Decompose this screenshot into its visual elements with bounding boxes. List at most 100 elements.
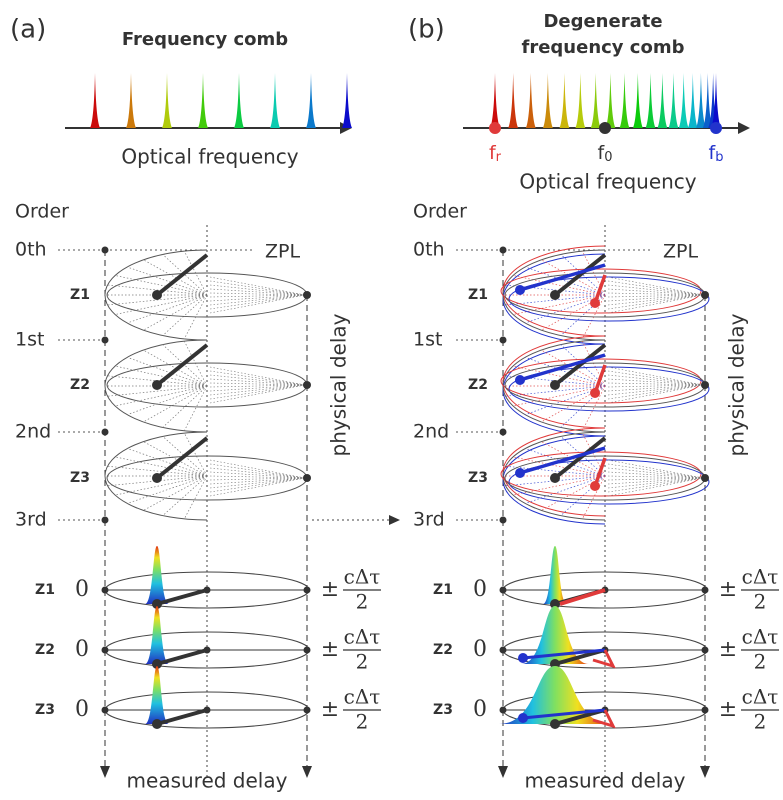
helix-ray [143,441,208,477]
comb-line [645,73,656,128]
order-dot [499,516,507,524]
delay-peak [145,606,169,664]
plane-label: Z3 [433,702,453,718]
projection-arrow [700,766,710,778]
zpl-label: ZPL [265,241,300,263]
zero-label: 0 [75,637,89,662]
fan-ray [209,384,306,392]
helix-ray [115,275,208,296]
phase-vector [156,588,208,606]
helix-ray [560,294,606,336]
helix-ray [505,465,606,477]
helix-ray [143,475,208,511]
comb-line [702,73,713,128]
marker-label: f0 [598,142,613,165]
helix-ray [513,294,606,315]
plus-minus: ± [321,637,339,662]
phase-vector [156,648,208,666]
frequency-marker [489,122,501,134]
helix-ray [183,475,208,520]
helix-ray [541,475,606,511]
order-dot [499,428,507,436]
measure-dot [499,706,507,714]
plane-label: Z2 [35,642,55,658]
marker-label: fb [709,142,724,165]
helix-ray [127,448,208,477]
vector-dot [515,375,525,385]
order-dot [101,246,109,254]
order-tick-label: 1st [413,329,442,351]
frequency-marker [599,122,611,134]
zpl-label: ZPL [663,241,698,263]
plane-label: Z3 [35,702,55,718]
fan-ray [607,384,704,392]
order-dot [101,428,109,436]
axis-label: Optical frequency [121,145,298,169]
phase-vector [554,708,606,726]
fan-ray [209,378,306,386]
helix-ray [541,259,606,296]
order-tick-label: 0th [413,239,445,261]
phase-vector [156,708,208,726]
fan-ray [209,477,306,497]
helix-ray [183,432,208,477]
plane-label: Z3 [70,470,90,486]
comb-line [657,73,668,128]
fraction-numerator: cΔτ [344,565,381,589]
comb-line [605,73,616,128]
axis-arrow [738,122,750,134]
comb-line [695,73,706,128]
fan-ray [209,294,306,302]
comb-line [542,73,553,128]
marker-base: f [709,142,717,164]
plane-label: Z3 [468,470,488,486]
vector-dot [590,388,600,398]
plus-minus: ± [719,637,737,662]
panel-title: Degenerate [543,11,662,32]
helix-ray [107,385,208,397]
order-label: Order [15,201,69,223]
phase-vector [592,709,616,729]
plane-label: Z2 [433,642,453,658]
fan-ray [209,276,306,296]
vector-dot [303,381,311,389]
comb-line [619,73,630,128]
helix-ray [107,284,208,296]
measure-dot [303,586,311,594]
delay-peak [145,666,169,724]
helix-ray [162,475,208,516]
helix-ray [115,385,208,407]
plane-ellipse [106,455,308,501]
fan-ray [607,384,704,404]
comb-line [678,73,689,128]
fan-ray [607,459,704,479]
physical-delay-label: physical delay [725,313,749,456]
vector-dot [590,298,600,308]
helix-ray [115,456,208,477]
vector-dot [152,659,162,669]
comb-line [668,73,679,128]
helix-ray [115,365,208,387]
phase-vector [519,263,606,292]
helix-ray [560,254,606,296]
vector-dot [550,719,560,729]
order-dot [499,246,507,254]
marker-sub: 0 [604,150,612,165]
phase-vector [559,588,606,606]
fan-ray [209,459,306,479]
plus-minus: ± [321,577,339,602]
frequency-marker [710,122,722,134]
vector-dot [550,380,560,390]
helix-ray [143,385,208,423]
helix-ray [581,385,606,432]
comb-line [198,73,208,128]
helix-ray [107,465,208,477]
comb-line [708,73,719,128]
vector-dot [701,291,709,299]
vector-dot [152,719,162,729]
helix-ray [560,436,606,477]
marker-label: fr [489,142,502,165]
helix-ray [115,294,208,315]
marker-sub: r [496,150,502,165]
fan-ray [209,471,306,479]
